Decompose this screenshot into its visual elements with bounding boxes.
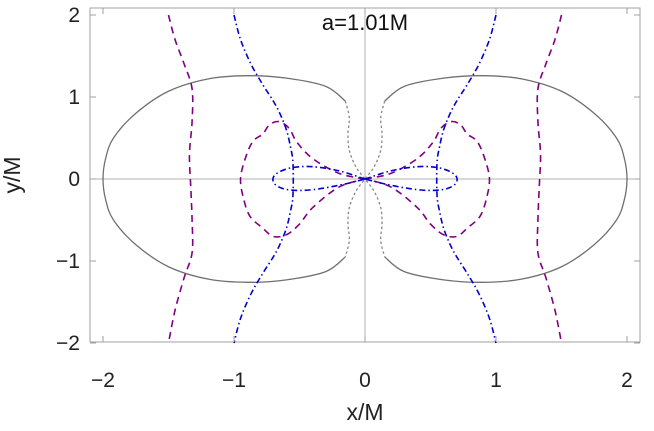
series-dotted-2	[344, 100, 386, 258]
series-dashdot-8	[435, 14, 497, 344]
x-tick-label: −2	[91, 369, 115, 392]
curves	[102, 14, 628, 344]
y-tick-label: 2	[68, 4, 80, 27]
x-tick-label: 1	[490, 369, 502, 392]
series-dashed-5	[167, 14, 194, 344]
series-dashdot-9	[233, 14, 295, 344]
origin-axes	[90, 8, 640, 342]
series-solid-0	[384, 75, 628, 283]
x-axis-label: x/M	[346, 399, 383, 425]
y-tick-label: −2	[56, 332, 80, 355]
chart-title: a=1.01M	[322, 10, 408, 35]
series-dotted-3	[344, 100, 386, 258]
series-dashdot-10	[364, 165, 458, 192]
x-tick-label: −1	[222, 369, 246, 392]
series-dashdot-11	[272, 165, 366, 192]
y-tick-label: 0	[68, 168, 80, 191]
series-solid-1	[102, 75, 346, 283]
series-dashed-4	[536, 14, 563, 344]
x-tick-label: 2	[621, 369, 633, 392]
y-axis-label: y/M	[0, 156, 25, 193]
y-tick-label: −1	[56, 250, 80, 273]
x-tick-label: 0	[359, 369, 371, 392]
series-dashed-7	[239, 120, 366, 238]
y-tick-label: 1	[68, 86, 80, 109]
series-dashed-6	[364, 120, 491, 238]
ticks: −2 −1 0 1 2 −2 −1 0 1 2	[56, 4, 640, 392]
